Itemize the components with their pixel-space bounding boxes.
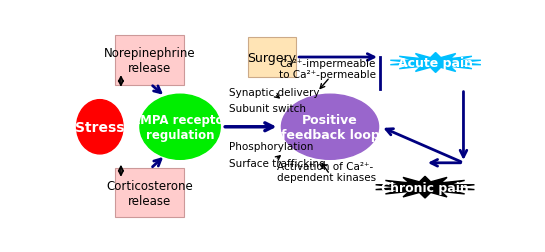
Text: Norepinephrine
release: Norepinephrine release <box>104 47 195 75</box>
Text: AMPA receptor
regulation: AMPA receptor regulation <box>131 113 229 141</box>
Polygon shape <box>390 53 481 73</box>
Text: Stress: Stress <box>75 120 125 134</box>
Text: Subunit switch: Subunit switch <box>229 104 306 114</box>
Polygon shape <box>376 177 475 198</box>
Text: Chronic pain: Chronic pain <box>381 181 469 194</box>
FancyBboxPatch shape <box>247 38 296 78</box>
Ellipse shape <box>281 95 379 160</box>
Text: Phosphorylation: Phosphorylation <box>229 142 313 152</box>
Text: Activation of Ca²⁺-
dependent kinases: Activation of Ca²⁺- dependent kinases <box>277 161 377 183</box>
Text: Corticosterone
release: Corticosterone release <box>106 179 193 207</box>
FancyBboxPatch shape <box>114 168 184 217</box>
FancyBboxPatch shape <box>114 36 184 85</box>
Text: Synaptic delivery: Synaptic delivery <box>229 87 319 97</box>
Text: Positive
feedback loop: Positive feedback loop <box>281 113 379 141</box>
Text: Surface trafficking: Surface trafficking <box>229 158 325 168</box>
Text: Surgery: Surgery <box>247 51 296 64</box>
Text: Acute pain: Acute pain <box>398 57 473 70</box>
Ellipse shape <box>140 95 220 160</box>
Text: Ca²⁺-impermeable
to Ca²⁺-permeable: Ca²⁺-impermeable to Ca²⁺-permeable <box>280 58 376 80</box>
Ellipse shape <box>76 100 123 154</box>
